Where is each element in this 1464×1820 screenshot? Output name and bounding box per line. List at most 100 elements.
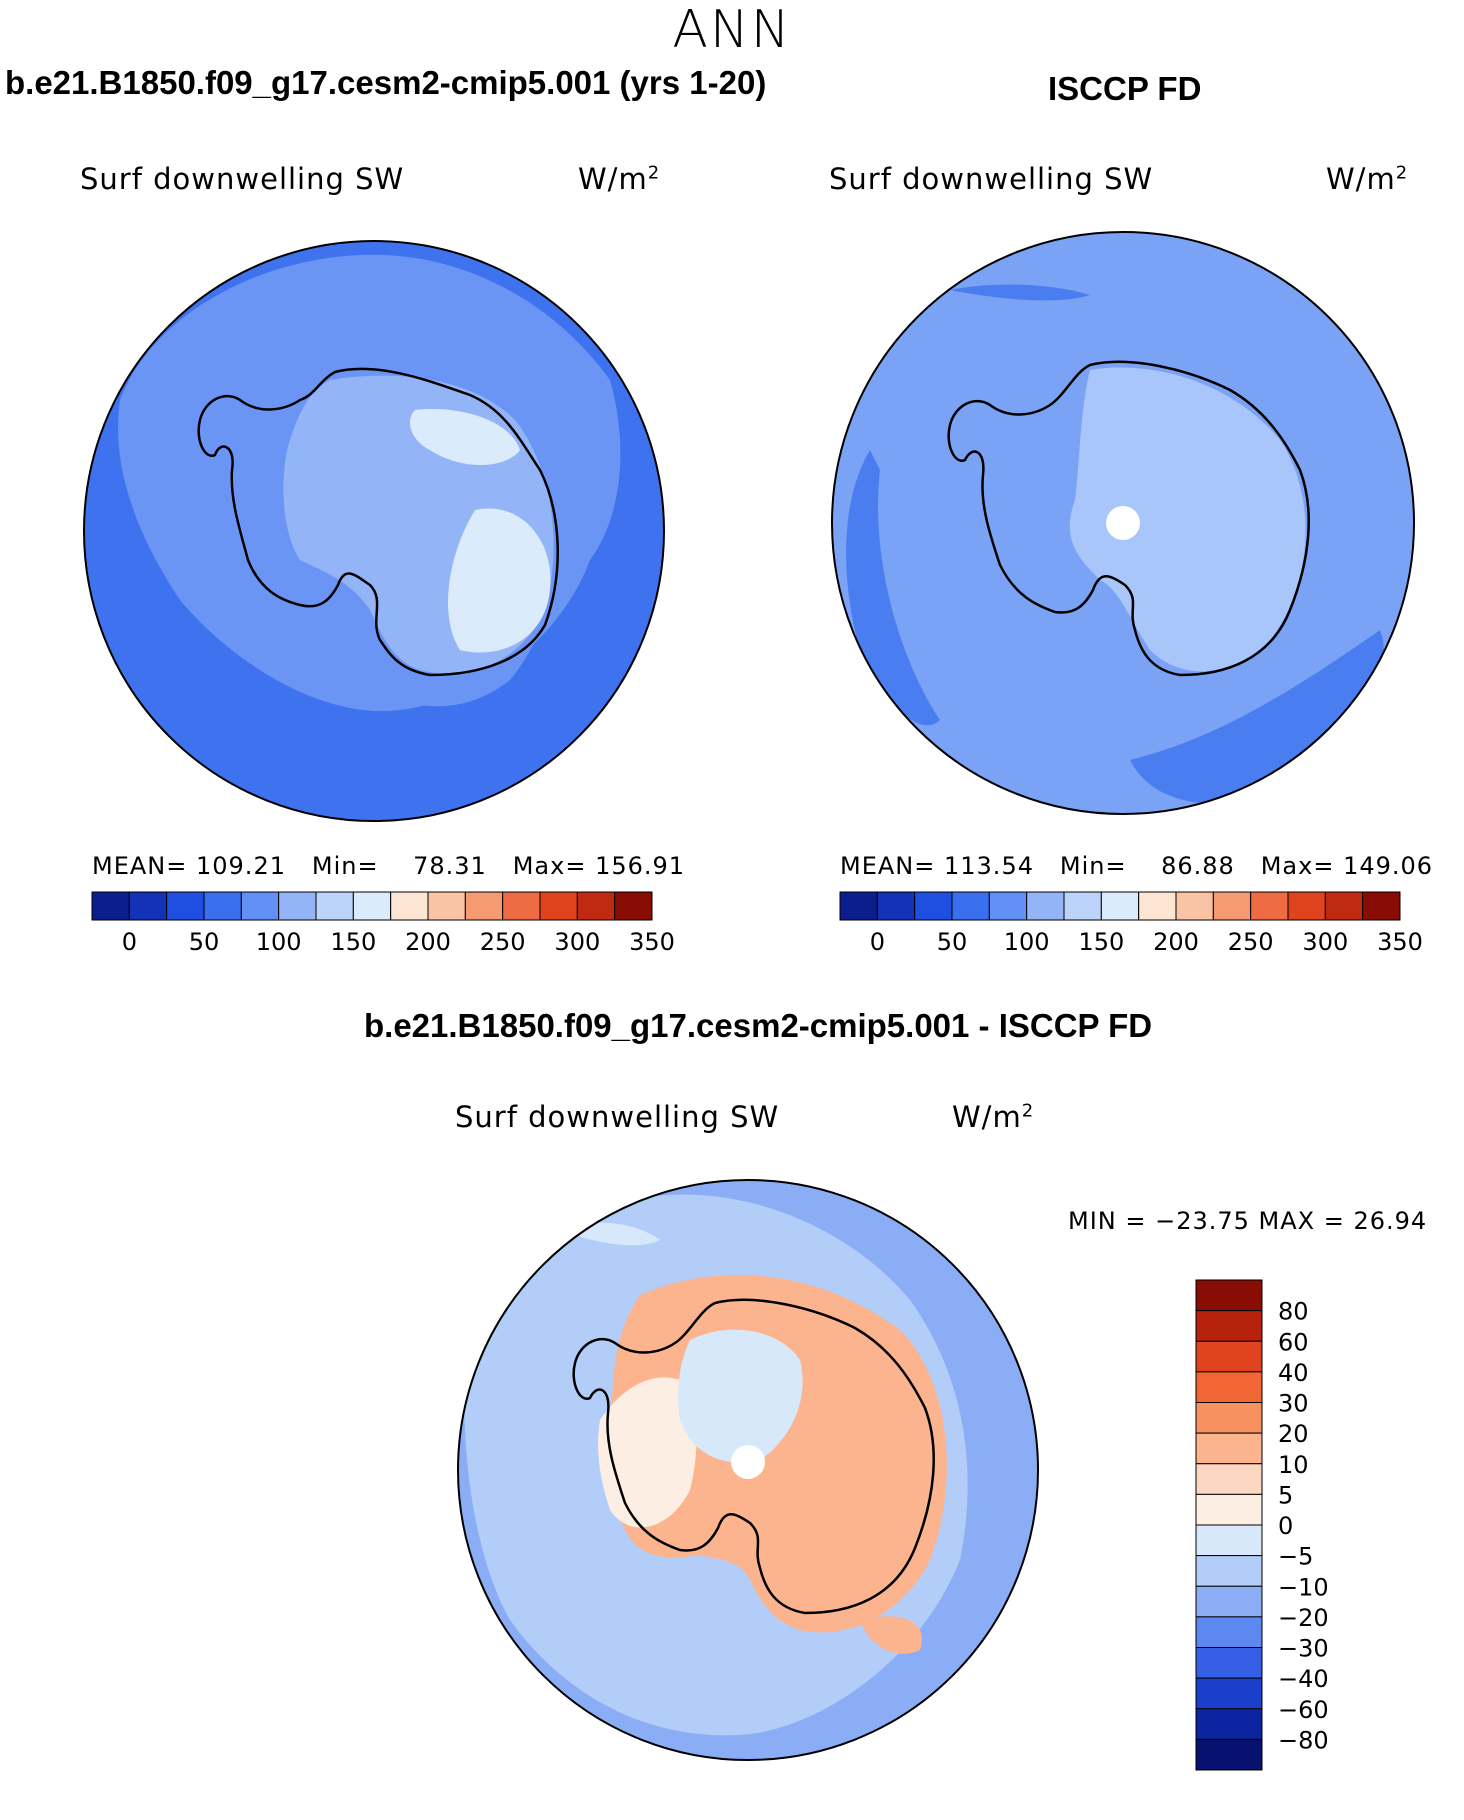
diff-colorbar-tick-label: 60 bbox=[1278, 1328, 1309, 1356]
diff-colorbar-tick-label: 20 bbox=[1278, 1420, 1309, 1448]
diff-contour-10-b bbox=[860, 1616, 922, 1654]
diff-colorbar-tick-label: 0 bbox=[1278, 1512, 1293, 1540]
diff-colorbar-swatch bbox=[1195, 1340, 1263, 1373]
diff-antarctica-outline bbox=[572, 1298, 935, 1615]
obs-low-band-west bbox=[846, 450, 940, 726]
diff-colorbar-swatch bbox=[1195, 1310, 1263, 1342]
diff-colorbar-swatch bbox=[1195, 1493, 1263, 1526]
diff-colorbar-swatch bbox=[1195, 1585, 1263, 1618]
obs-antarctica-outline bbox=[947, 360, 1310, 677]
obs-colorbar-swatch bbox=[1175, 891, 1214, 921]
diff-colorbar-swatch bbox=[1195, 1616, 1263, 1648]
obs-colorbar-swatch bbox=[1362, 891, 1401, 921]
model-colorbar-swatch bbox=[352, 891, 392, 921]
model-panel-title: b.e21.B1850.f09_g17.cesm2-cmip5.001 (yrs… bbox=[5, 64, 767, 101]
diff-colorbar-tick-label: −40 bbox=[1278, 1665, 1329, 1693]
model-units-label: W/m2 bbox=[578, 162, 661, 196]
diff-units-label: W/m2 bbox=[952, 1100, 1035, 1134]
diff-colorbar-tick-label: 10 bbox=[1278, 1451, 1309, 1479]
model-colorbar-swatch bbox=[278, 891, 317, 921]
diff-colorbar-tick-label: −5 bbox=[1278, 1543, 1313, 1571]
obs-colorbar-swatch bbox=[1250, 891, 1289, 921]
diff-colorbar-tick-label: −20 bbox=[1278, 1604, 1329, 1632]
obs-low-patch-north bbox=[950, 284, 1090, 301]
diff-colorbar-swatch bbox=[1195, 1402, 1263, 1434]
model-map-border bbox=[83, 240, 665, 822]
model-colorbar-swatch bbox=[390, 891, 429, 921]
diff-colorbar-tick-label: −10 bbox=[1278, 1573, 1329, 1601]
diff-colorbar-swatch bbox=[1195, 1371, 1263, 1403]
obs-panel-title: ISCCP FD bbox=[1048, 70, 1202, 107]
model-colorbar-tick-label: 50 bbox=[189, 928, 220, 956]
obs-map-border bbox=[831, 231, 1415, 815]
obs-colorbar-swatch bbox=[1100, 891, 1140, 921]
obs-polar-map bbox=[831, 231, 1415, 815]
diff-colorbar-swatch bbox=[1195, 1555, 1263, 1587]
obs-colorbar-swatch bbox=[1063, 891, 1102, 921]
obs-colorbar-swatch bbox=[914, 891, 953, 921]
model-contour-150-a bbox=[410, 409, 520, 465]
diff-polar-map bbox=[457, 1179, 1039, 1761]
obs-colorbar-swatch bbox=[876, 891, 916, 921]
model-colorbar-tick-label: 100 bbox=[256, 928, 302, 956]
diff-colorbar-swatch bbox=[1195, 1677, 1263, 1710]
obs-low-band-south bbox=[1130, 630, 1384, 804]
obs-colorbar-swatch bbox=[951, 891, 990, 921]
diff-colorbar-tick-label: 5 bbox=[1278, 1481, 1293, 1509]
model-contour-150-b bbox=[448, 508, 551, 653]
diff-colorbar-swatch bbox=[1195, 1708, 1263, 1740]
diff-colorbar-tick-label: −60 bbox=[1278, 1696, 1329, 1724]
diff-panel-title: b.e21.B1850.f09_g17.cesm2-cmip5.001 - IS… bbox=[364, 1007, 1153, 1044]
model-colorbar-swatch bbox=[203, 891, 242, 921]
model-colorbar-tick-label: 0 bbox=[122, 928, 137, 956]
obs-colorbar-tick-label: 350 bbox=[1377, 928, 1423, 956]
obs-colorbar-swatch bbox=[988, 891, 1028, 921]
obs-colorbar-tick-label: 150 bbox=[1078, 928, 1124, 956]
diff-colorbar-swatch bbox=[1195, 1647, 1263, 1679]
obs-polar-gap bbox=[1106, 506, 1140, 540]
diff-colorbar-tick-label: −80 bbox=[1278, 1726, 1329, 1754]
obs-colorbar-swatch bbox=[1138, 891, 1177, 921]
model-colorbar-swatch bbox=[91, 891, 130, 921]
diff-colorbar-swatch bbox=[1195, 1432, 1263, 1465]
obs-contour-130 bbox=[1069, 367, 1306, 672]
diff-map-border bbox=[457, 1179, 1039, 1761]
model-colorbar-tick-label: 150 bbox=[330, 928, 376, 956]
obs-colorbar-swatch bbox=[1212, 891, 1252, 921]
obs-colorbar-swatch bbox=[1324, 891, 1364, 921]
obs-colorbar-tick-label: 200 bbox=[1153, 928, 1199, 956]
model-colorbar-tick-label: 350 bbox=[629, 928, 675, 956]
figure-title: ANN bbox=[672, 0, 792, 60]
model-colorbar-tick-label: 200 bbox=[405, 928, 451, 956]
diff-colorbar-tick-label: 40 bbox=[1278, 1359, 1309, 1387]
obs-colorbar-tick-label: 50 bbox=[937, 928, 968, 956]
model-colorbar-tick-label: 250 bbox=[480, 928, 526, 956]
obs-colorbar-swatch bbox=[839, 891, 878, 921]
obs-colorbar-tick-label: 0 bbox=[870, 928, 885, 956]
diff-colorbar-swatch bbox=[1195, 1463, 1263, 1495]
model-variable-label: Surf downwelling SW bbox=[80, 162, 405, 196]
diff-colorbar-tick-label: −30 bbox=[1278, 1635, 1329, 1663]
diff-colorbar-tick-label: 30 bbox=[1278, 1390, 1309, 1418]
obs-colorbar-tick-label: 250 bbox=[1228, 928, 1274, 956]
model-polar-map bbox=[83, 240, 665, 822]
obs-units-label: W/m2 bbox=[1326, 162, 1409, 196]
model-colorbar: 0 50 100 150 200 250 300 350 bbox=[91, 891, 675, 956]
obs-colorbar-tick-label: 300 bbox=[1302, 928, 1348, 956]
obs-stats: MEAN= 113.54 Min= 86.88 Max= 149.06 bbox=[840, 852, 1434, 880]
model-colorbar-swatch bbox=[539, 891, 578, 921]
diff-polar-gap bbox=[731, 1445, 765, 1479]
diff-variable-label: Surf downwelling SW bbox=[455, 1100, 780, 1134]
model-colorbar-swatch bbox=[240, 891, 280, 921]
diff-colorbar-swatch bbox=[1195, 1738, 1263, 1771]
diff-contour-0-a bbox=[598, 1377, 697, 1528]
model-stats: MEAN= 109.21 Min= 78.31 Max= 156.91 bbox=[92, 852, 686, 880]
model-colorbar-swatch bbox=[427, 891, 466, 921]
model-colorbar-swatch bbox=[614, 891, 653, 921]
model-colorbar-tick-label: 300 bbox=[554, 928, 600, 956]
obs-colorbar-tick-label: 100 bbox=[1004, 928, 1050, 956]
diff-colorbar-tick-label: 80 bbox=[1278, 1298, 1309, 1326]
diff-contour-minus30 bbox=[565, 1180, 613, 1204]
diff-colorbar-swatch bbox=[1195, 1524, 1263, 1557]
obs-variable-label: Surf downwelling SW bbox=[829, 162, 1154, 196]
